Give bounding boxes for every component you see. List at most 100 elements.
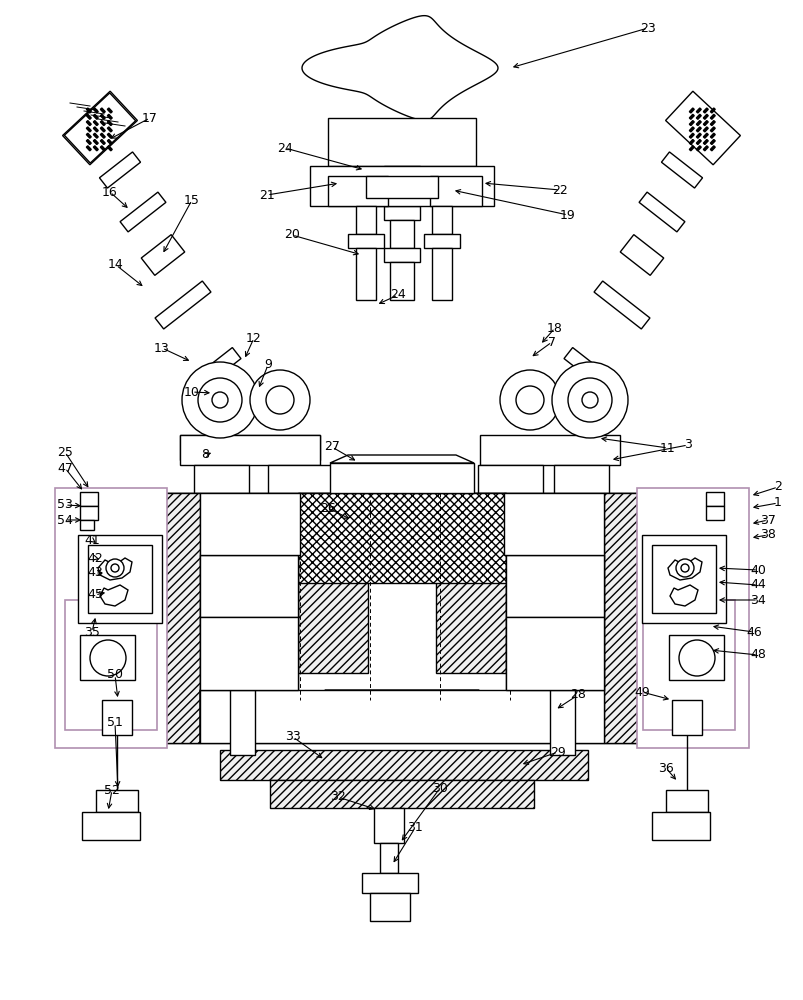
Text: 20: 20 [283, 229, 300, 241]
Bar [63, 91, 137, 165]
Text: 41: 41 [84, 534, 100, 546]
Bar [703, 108, 707, 113]
Bar [328, 176, 388, 206]
Bar [189, 348, 241, 392]
Bar [668, 635, 723, 680]
Text: 15: 15 [184, 194, 200, 207]
Bar [695, 108, 700, 113]
Text: 29: 29 [549, 745, 565, 758]
Bar [688, 108, 693, 113]
Circle shape [516, 386, 544, 414]
Text: 10: 10 [184, 385, 200, 398]
Bar [220, 750, 587, 780]
Text: 3: 3 [683, 438, 691, 452]
Bar [671, 700, 701, 735]
Bar [82, 812, 140, 840]
Bar [688, 146, 693, 151]
Text: 44: 44 [749, 578, 765, 591]
Bar [100, 114, 105, 119]
Bar [100, 152, 141, 188]
Circle shape [181, 362, 258, 438]
Circle shape [680, 564, 688, 572]
Text: 2: 2 [773, 481, 781, 493]
Bar [703, 139, 707, 145]
Polygon shape [200, 690, 603, 743]
Bar [703, 121, 707, 126]
Polygon shape [667, 558, 701, 580]
Text: 35: 35 [84, 626, 100, 638]
Text: 37: 37 [759, 514, 775, 526]
Bar [703, 114, 707, 119]
Bar [86, 139, 91, 145]
Bar [210, 565, 287, 680]
Bar [564, 348, 615, 392]
Bar [93, 139, 98, 145]
Bar [695, 146, 700, 151]
Text: 46: 46 [745, 626, 761, 638]
Bar [389, 184, 414, 206]
Bar [695, 133, 700, 138]
Bar [373, 808, 403, 843]
Bar [688, 114, 693, 119]
Text: 8: 8 [201, 448, 209, 462]
Bar [108, 127, 112, 132]
Bar [108, 121, 112, 126]
Text: 7: 7 [548, 336, 556, 349]
Bar [384, 166, 419, 184]
Text: 12: 12 [246, 332, 262, 344]
Text: 34: 34 [749, 593, 765, 606]
Bar [120, 192, 165, 232]
Polygon shape [329, 463, 474, 493]
Bar [389, 262, 414, 300]
Bar [93, 108, 98, 113]
Bar [194, 465, 249, 495]
Bar [505, 617, 603, 690]
Bar [431, 248, 451, 300]
Circle shape [198, 378, 242, 422]
Text: 33: 33 [285, 730, 300, 743]
Bar [710, 139, 715, 145]
Bar [96, 790, 138, 812]
Bar [267, 465, 332, 495]
Bar [651, 812, 709, 840]
Text: 31: 31 [406, 821, 422, 834]
Text: 54: 54 [57, 514, 73, 526]
Bar [100, 139, 105, 145]
Bar [553, 465, 608, 495]
Bar [695, 139, 700, 145]
Text: 11: 11 [659, 442, 675, 454]
Bar [703, 133, 707, 138]
Bar [86, 133, 91, 138]
Polygon shape [180, 435, 320, 460]
Bar [710, 127, 715, 132]
Bar [665, 790, 707, 812]
Text: 49: 49 [634, 686, 649, 698]
Bar [155, 493, 648, 743]
Text: 42: 42 [87, 552, 103, 564]
Bar [603, 493, 648, 743]
Bar [688, 139, 693, 145]
Bar [78, 535, 161, 623]
Bar [64, 93, 136, 163]
Bar [710, 121, 715, 126]
Bar [369, 893, 410, 921]
Bar [348, 234, 384, 248]
Circle shape [567, 378, 611, 422]
Bar [423, 234, 459, 248]
Text: 30: 30 [431, 782, 447, 794]
Bar [710, 146, 715, 151]
Bar [328, 118, 475, 166]
Text: 19: 19 [560, 209, 575, 222]
Text: 24: 24 [277, 142, 292, 155]
Text: 9: 9 [263, 359, 271, 371]
Bar [108, 139, 112, 145]
Bar [705, 506, 723, 520]
Text: 16: 16 [102, 186, 118, 199]
Text: 43: 43 [87, 566, 103, 580]
Text: 24: 24 [389, 288, 406, 302]
Bar [141, 235, 185, 275]
Text: 25: 25 [57, 446, 73, 458]
Circle shape [499, 370, 560, 430]
Bar [479, 435, 619, 465]
Bar [430, 176, 482, 206]
